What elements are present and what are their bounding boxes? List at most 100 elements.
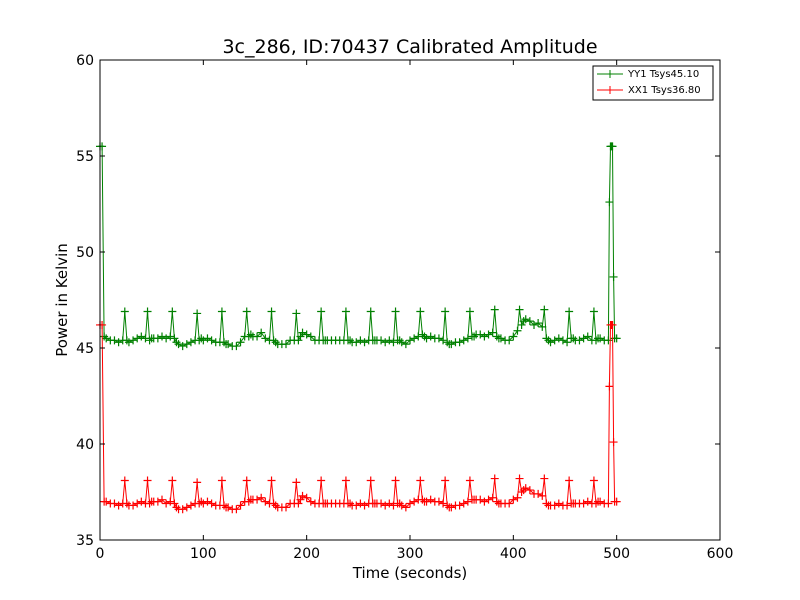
data-point xyxy=(465,307,474,316)
data-point xyxy=(267,307,276,316)
data-point xyxy=(341,307,350,316)
data-point xyxy=(604,336,613,345)
data-point xyxy=(356,336,365,345)
data-point xyxy=(397,338,406,347)
series-0 xyxy=(96,142,621,351)
data-point xyxy=(463,334,472,343)
data-point xyxy=(579,334,588,343)
y-tick-label: 55 xyxy=(76,149,94,165)
data-point xyxy=(612,334,621,343)
data-point xyxy=(292,309,301,318)
data-point xyxy=(426,332,435,341)
legend-item-yy1: YY1 Tsys45.10 xyxy=(597,69,699,80)
data-point xyxy=(406,499,414,508)
data-point xyxy=(389,338,398,347)
data-point xyxy=(352,501,361,510)
data-point xyxy=(137,497,146,506)
x-axis-label: Time (seconds) xyxy=(352,564,468,582)
data-point xyxy=(426,495,435,504)
x-tick-label: 600 xyxy=(707,546,734,562)
data-point xyxy=(490,305,499,314)
y-tick-label: 60 xyxy=(76,53,94,69)
data-point xyxy=(224,503,233,512)
data-point xyxy=(253,332,262,341)
data-point xyxy=(129,501,138,510)
data-point xyxy=(554,334,563,343)
data-point xyxy=(596,334,605,343)
y-tick-label: 35 xyxy=(76,533,94,549)
data-point xyxy=(439,499,448,508)
data-point xyxy=(296,332,305,341)
data-point xyxy=(298,491,307,500)
series-line xyxy=(100,324,617,510)
data-point xyxy=(525,317,534,326)
data-point xyxy=(346,499,355,508)
data-point xyxy=(395,499,404,508)
data-point xyxy=(282,340,290,349)
data-point xyxy=(102,334,111,343)
data-point xyxy=(480,332,489,341)
data-point xyxy=(397,501,406,510)
data-point xyxy=(395,336,404,345)
data-point xyxy=(306,332,315,341)
data-point xyxy=(302,330,311,339)
data-point xyxy=(143,476,152,485)
data-point xyxy=(550,501,559,510)
data-point xyxy=(166,332,175,341)
data-point xyxy=(540,305,549,314)
data-point xyxy=(569,334,578,343)
data-point xyxy=(162,499,171,508)
data-point xyxy=(110,336,119,345)
data-point xyxy=(589,307,598,316)
data-point xyxy=(605,198,614,207)
data-point xyxy=(193,478,202,487)
data-point xyxy=(172,338,181,347)
data-point xyxy=(480,497,489,506)
y-tick-label: 45 xyxy=(76,341,94,357)
data-point xyxy=(439,336,448,345)
data-point xyxy=(242,476,251,485)
data-point xyxy=(605,382,614,391)
data-point xyxy=(267,476,276,485)
data-point xyxy=(182,340,191,349)
data-point xyxy=(463,497,472,506)
data-point xyxy=(158,332,166,341)
data-point xyxy=(416,307,425,316)
data-point xyxy=(356,499,365,508)
data-point xyxy=(389,501,398,510)
data-point xyxy=(558,336,567,345)
data-point xyxy=(447,340,456,349)
data-point xyxy=(232,505,241,514)
y-tick-label: 40 xyxy=(76,437,94,453)
data-point xyxy=(422,497,431,506)
data-point xyxy=(470,332,479,341)
ticks-layer: 0 100 200 300 400 500 600 35 40 45 50 55 60 xyxy=(76,53,733,562)
data-point xyxy=(612,497,621,506)
data-point xyxy=(422,334,431,343)
data-point xyxy=(377,336,386,345)
data-point xyxy=(360,338,369,347)
legend-label-xx1: XX1 Tsys36.80 xyxy=(628,85,701,96)
data-point xyxy=(509,332,518,341)
data-point xyxy=(98,142,107,151)
data-point xyxy=(366,476,375,485)
data-point xyxy=(592,336,600,345)
data-point xyxy=(513,326,522,335)
data-point xyxy=(505,336,514,345)
data-point xyxy=(317,307,326,316)
data-point xyxy=(360,501,369,510)
data-point xyxy=(490,474,499,483)
data-point xyxy=(271,501,280,510)
data-point xyxy=(120,307,129,316)
data-point xyxy=(158,495,166,504)
data-point xyxy=(346,336,355,345)
data-point xyxy=(455,501,464,510)
data-point xyxy=(253,495,262,504)
data-point xyxy=(521,484,530,493)
legend-box xyxy=(592,65,714,101)
data-point xyxy=(385,336,394,345)
data-point xyxy=(554,499,563,508)
data-point xyxy=(434,334,443,343)
data-point xyxy=(410,334,419,343)
